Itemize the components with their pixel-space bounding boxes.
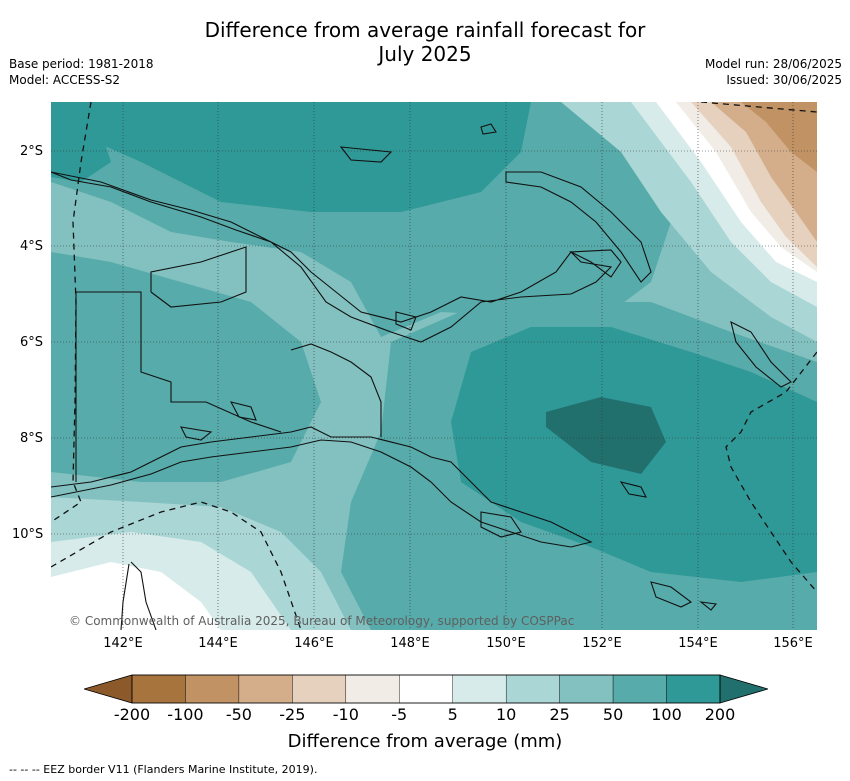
- colorbar-tick-label: -50: [225, 705, 252, 724]
- lon-tick-146e: 146°E: [294, 636, 334, 651]
- colorbar-low-arrow: [84, 674, 133, 704]
- band-100-200-west: [51, 122, 111, 182]
- copyright-notice: © Commonwealth of Australia 2025, Bureau…: [69, 614, 575, 628]
- issued-date: Issued: 30/06/2025: [726, 73, 842, 87]
- colorbar-tick-label: 10: [495, 705, 517, 724]
- lat-tick-10s: 10°S: [12, 527, 44, 542]
- band-50-100-southwest: [51, 252, 321, 482]
- band-over-200: [546, 397, 666, 474]
- colorbar-label: Difference from average (mm): [287, 731, 563, 752]
- model-name: Model: ACCESS-S2: [9, 73, 121, 87]
- colorbar-segments: [131, 674, 721, 704]
- lon-tick-154e: 154°E: [678, 636, 718, 651]
- colorbar-segment: [131, 674, 186, 704]
- colorbar-segment: [345, 674, 400, 704]
- band-neutral-southwest: [51, 562, 221, 630]
- lon-tick-152e: 152°E: [582, 636, 622, 651]
- colorbar-segment: [185, 674, 240, 704]
- lat-tick-6s: 6°S: [20, 335, 44, 350]
- lon-tick-148e: 148°E: [390, 636, 430, 651]
- colorbar-high-arrow: [719, 674, 768, 704]
- lon-tick-156e: 156°E: [773, 636, 813, 651]
- colorbar-tick-label: -5: [391, 705, 408, 724]
- base-period: Base period: 1981-2018: [9, 57, 154, 71]
- colorbar-segment: [505, 674, 560, 704]
- meta-left: Base period: 1981-2018 Model: ACCESS-S2: [9, 56, 154, 88]
- lat-tick-2s: 2°S: [20, 144, 44, 159]
- lon-tick-144e: 144°E: [198, 636, 238, 651]
- map-title: Difference from average rainfall forecas…: [0, 18, 850, 66]
- lat-tick-4s: 4°S: [20, 239, 44, 254]
- colorbar-tick-label: 100: [651, 705, 682, 724]
- eez-borders: [51, 102, 817, 630]
- map-panel: [51, 102, 817, 630]
- colorbar-segment: [292, 674, 347, 704]
- colorbar-tick-label: -100: [167, 705, 204, 724]
- band-100-200-north: [51, 102, 531, 212]
- colorbar-tick-label: 50: [602, 705, 624, 724]
- colorbar-segment: [559, 674, 614, 704]
- lon-tick-142e: 142°E: [103, 636, 143, 651]
- colorbar-tick-label: 200: [704, 705, 736, 724]
- band-minus100-50-northeast: [741, 102, 817, 172]
- colorbar-segment: [399, 674, 453, 704]
- colorbar-tick-label: -10: [332, 705, 359, 724]
- colorbar-segment: [666, 674, 721, 704]
- colorbar-segment: [612, 674, 667, 704]
- colorbar-segment: [452, 674, 507, 704]
- rainfall-map: [51, 102, 817, 630]
- title-line-2: July 2025: [378, 42, 472, 66]
- lat-tick-8s: 8°S: [20, 431, 44, 446]
- meta-right: Model run: 28/06/2025 Issued: 30/06/2025: [705, 56, 842, 88]
- lon-tick-150e: 150°E: [486, 636, 526, 651]
- title-line-1: Difference from average rainfall forecas…: [204, 18, 646, 42]
- colorbar-tick-label: -25: [279, 705, 306, 724]
- colorbar-outline: [131, 674, 721, 704]
- colorbar-tick-label: -200: [113, 705, 151, 724]
- model-run: Model run: 28/06/2025: [704, 57, 842, 71]
- colorbar: [84, 674, 768, 704]
- colorbar-tick-label: 5: [447, 705, 458, 724]
- colorbar-segment: [238, 674, 293, 704]
- eez-footnote: -- -- -- EEZ border V11 (Flanders Marine…: [9, 763, 318, 776]
- colorbar-tick-label: 25: [549, 705, 570, 724]
